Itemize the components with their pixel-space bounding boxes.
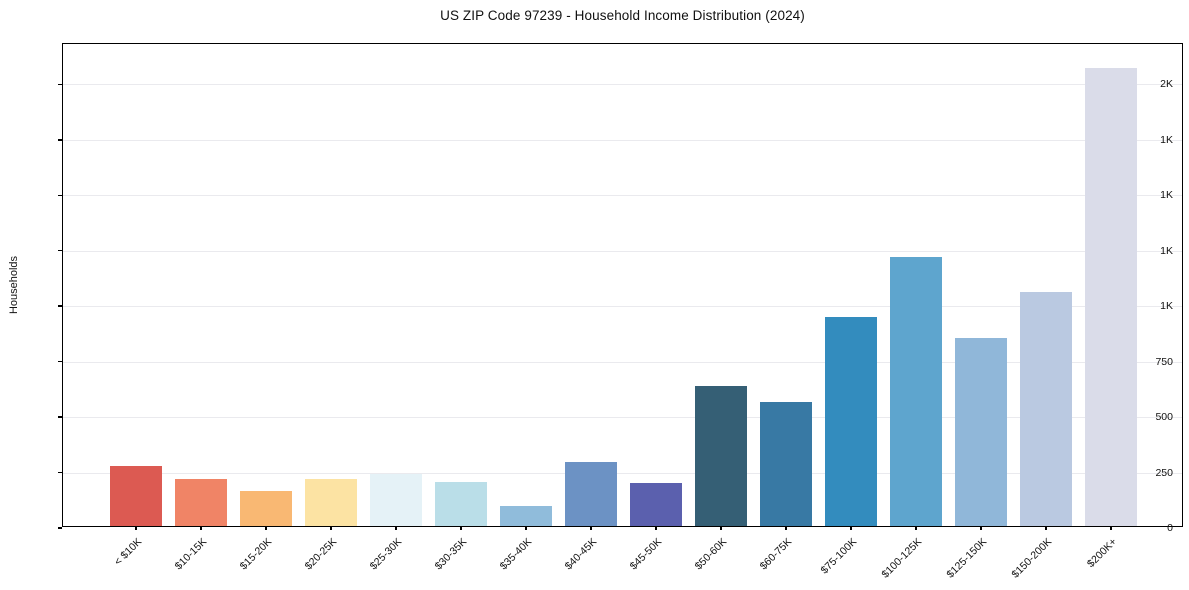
bar-30-35k [435,481,487,526]
x-tick-label: $60-75K [757,535,795,573]
gridline [63,84,1182,86]
y-tick-label: 1K [1160,244,1173,257]
bar-35-40k [500,505,552,526]
gridline [63,306,1182,308]
bar-15-20k [240,490,292,526]
x-tick-label: $50-60K [692,535,730,573]
x-tick-label: $20-25K [302,535,340,573]
x-tick-mark [915,526,917,530]
bar-200k [1085,67,1137,526]
bar-150-200k [1020,292,1072,526]
gridline [63,250,1182,252]
y-tick-mark [57,249,62,252]
gridline [63,139,1182,141]
bar-25-30k [370,474,422,526]
bar-10-15k [175,478,227,526]
plot-area: 0 250 500 750 1K 1K 1K 1K 2K < $10K $10-15K $15-20… [57,43,1183,581]
y-tick-label: 250 [1155,466,1173,479]
x-tick-label: $200K+ [1084,535,1120,571]
y-tick-label: 1K [1160,133,1173,146]
y-tick-mark [57,83,62,86]
bar-50-60k [695,385,747,526]
bar-60-75k [760,402,812,526]
x-tick-mark [330,526,332,530]
y-tick-label: 2K [1160,78,1173,91]
bar-40-45k [565,461,617,526]
x-tick-mark [980,526,982,530]
y-axis-label: Households [8,255,20,315]
y-tick-label: 1K [1160,189,1173,202]
gridline [63,417,1182,419]
y-tick-mark [57,527,62,529]
bar-20-25k [305,478,357,526]
x-tick-label: $75-100K [818,535,860,577]
y-tick-label: 750 [1155,355,1173,368]
y-tick-mark [57,139,62,141]
x-tick-mark [200,526,202,530]
bar-100-125k [890,257,942,526]
y-tick-mark [57,471,62,474]
x-tick-mark [1045,526,1047,530]
bar-45-50k [630,482,682,526]
y-tick-mark [57,360,62,363]
x-tick-mark [525,526,527,530]
y-tick-label: 500 [1155,411,1173,424]
x-tick-mark [395,526,397,530]
x-tick-label: $45-50K [627,535,665,573]
x-tick-label: $35-40K [497,535,535,573]
gridline [63,361,1182,363]
y-tick-mark [57,416,62,418]
bar-75-100k [825,317,877,526]
x-tick-label: $100-125K [879,535,925,581]
x-tick-mark [460,526,462,530]
y-tick-mark [57,194,62,197]
x-tick-mark [265,526,267,530]
x-tick-mark [655,526,657,530]
x-tick-mark [590,526,592,530]
x-tick-label: < $10K [112,535,145,568]
x-tick-label: $125-150K [944,535,990,581]
x-tick-mark [1110,526,1112,530]
gridline [63,195,1182,197]
bar-125-150k [955,337,1007,526]
gridline [63,472,1182,474]
x-tick-mark [135,526,137,530]
x-tick-label: $10-15K [172,535,210,573]
x-tick-mark [850,526,852,530]
x-tick-label: $150-200K [1009,535,1055,581]
x-tick-label: $30-35K [432,535,470,573]
x-tick-mark [720,526,722,530]
y-tick-label: 0 [1167,522,1173,534]
y-tick-label: 1K [1160,300,1173,313]
y-tick-mark [57,305,62,307]
x-tick-label: $15-20K [237,535,275,573]
x-tick-label: $40-45K [562,535,600,573]
x-tick-mark [785,526,787,530]
bar-10k [110,465,162,526]
x-tick-label: $25-30K [367,535,405,573]
chart-title: US ZIP Code 97239 - Household Income Dis… [440,8,805,23]
